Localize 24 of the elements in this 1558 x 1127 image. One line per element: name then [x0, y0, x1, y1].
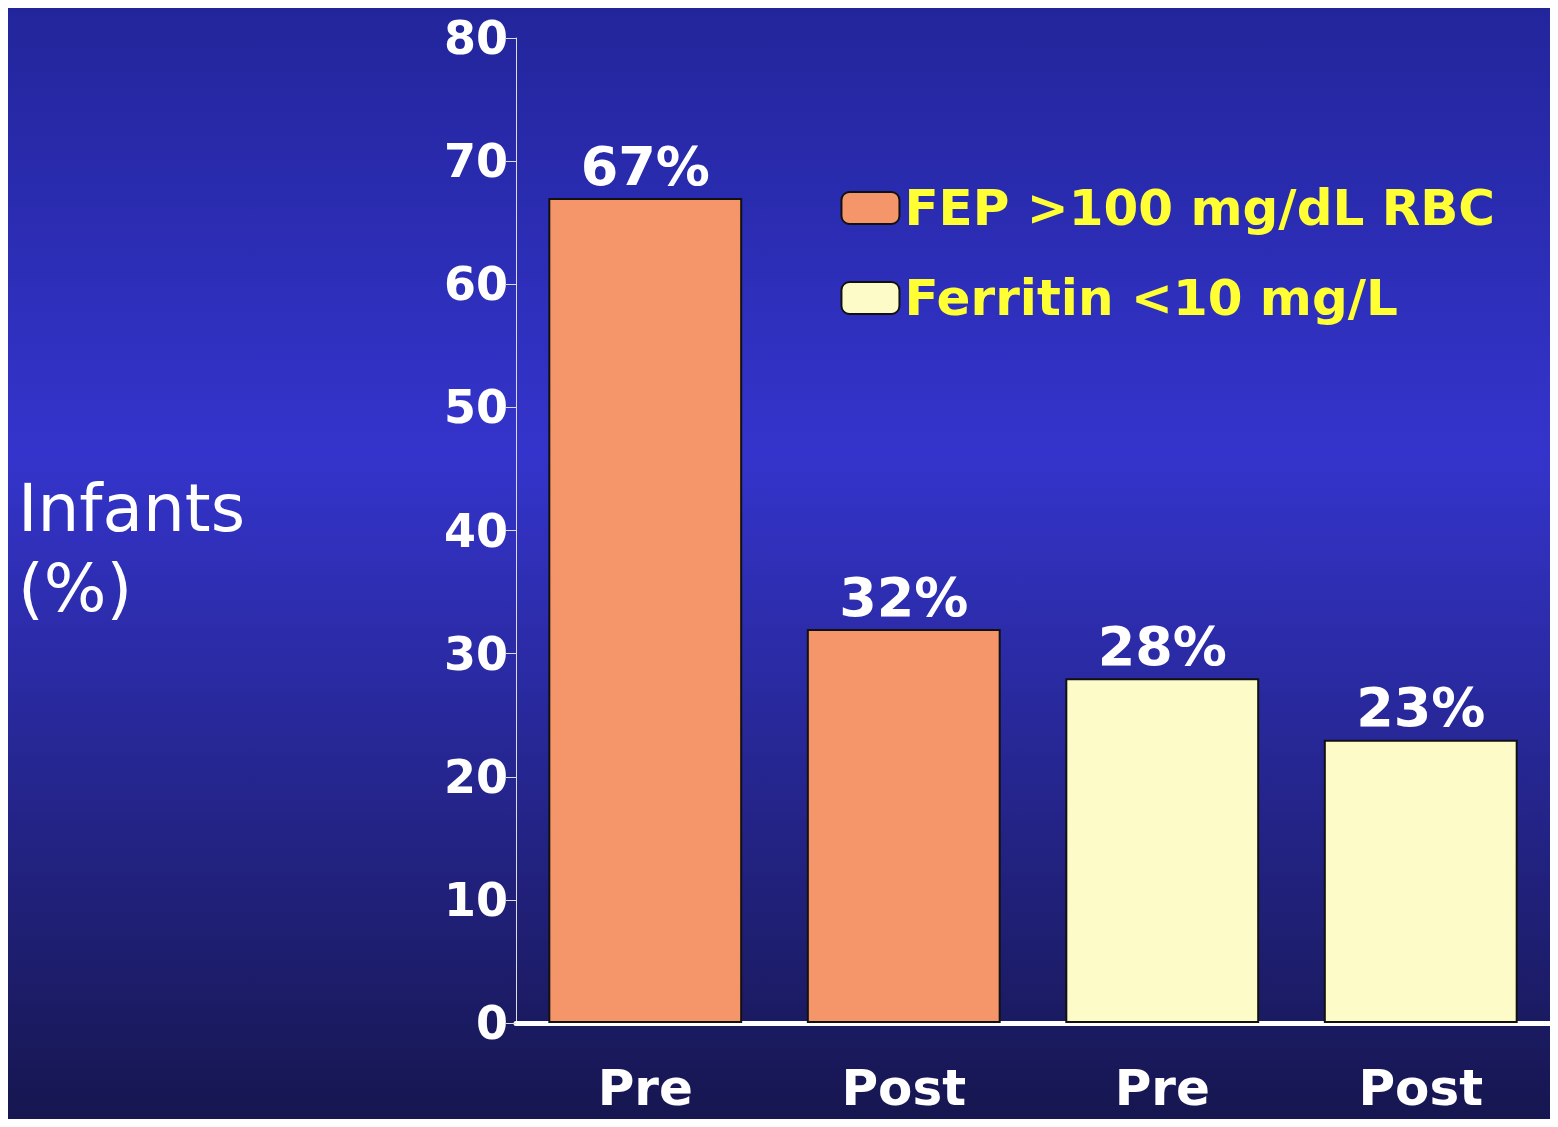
data-label: 23% — [1356, 676, 1486, 740]
y-tick-label: 10 — [443, 872, 508, 927]
data-label: 32% — [839, 565, 969, 629]
bar — [548, 198, 743, 1023]
bar — [806, 629, 1001, 1023]
x-tick-label: Post — [841, 1059, 967, 1117]
legend-label: FEP >100 mg/dL RBC — [904, 179, 1496, 237]
y-tick-label: 40 — [443, 503, 508, 558]
data-label: 28% — [1097, 614, 1227, 678]
bar — [1323, 739, 1518, 1023]
y-tick-label: 50 — [443, 380, 508, 435]
y-tick-label: 80 — [443, 11, 508, 65]
y-tick-label: 60 — [443, 257, 508, 312]
legend-label: Ferritin <10 mg/L — [904, 269, 1398, 327]
y-tick-label: 0 — [475, 996, 508, 1050]
data-label: 67% — [580, 134, 710, 198]
x-tick-label: Pre — [597, 1059, 693, 1117]
x-tick-label: Pre — [1114, 1059, 1210, 1117]
y-axis-title: Infants (%) — [18, 469, 267, 627]
y-tick-label: 70 — [443, 134, 508, 189]
y-tick-label: 30 — [443, 626, 508, 681]
y-tick-label: 20 — [443, 749, 508, 804]
x-tick-label: Post — [1358, 1059, 1484, 1117]
bar — [1065, 678, 1260, 1023]
